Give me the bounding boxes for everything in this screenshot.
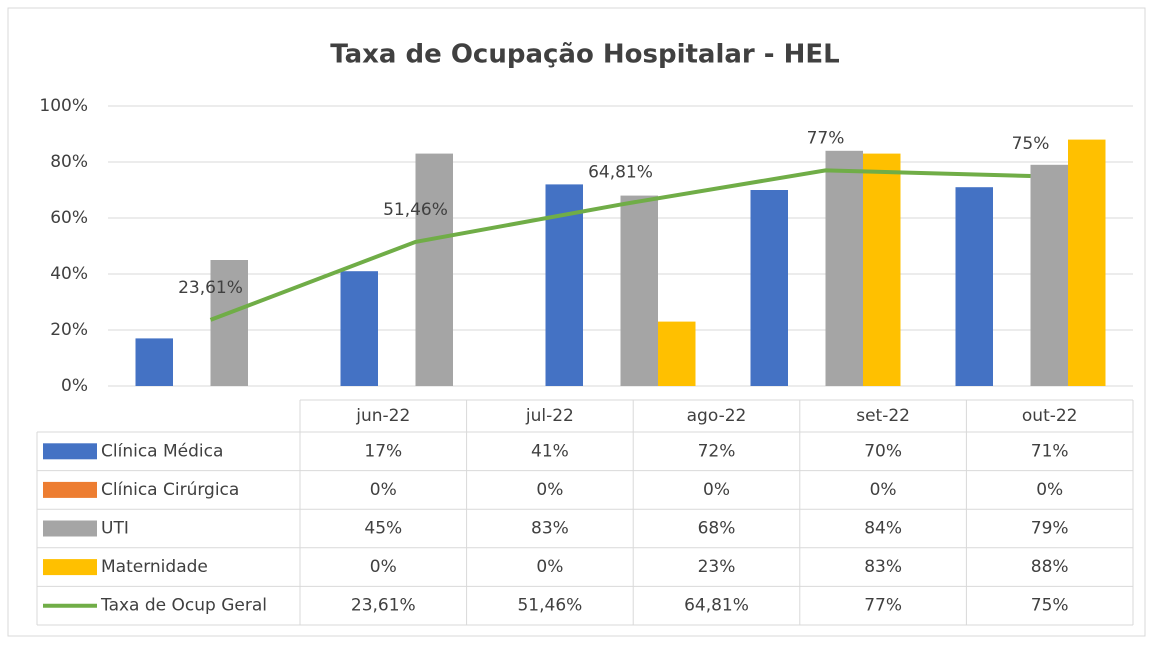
table-cell: 88%	[1031, 557, 1069, 577]
data-label: 23,61%	[178, 278, 243, 298]
table-cell: 84%	[864, 519, 902, 539]
table-cell: 0%	[703, 480, 730, 500]
y-tick-label: 20%	[50, 320, 88, 340]
y-tick-label: 80%	[50, 152, 88, 172]
bar	[135, 338, 173, 386]
bar	[415, 153, 453, 386]
table-cell: 0%	[370, 557, 397, 577]
table-cell: 17%	[364, 441, 402, 461]
table-cell: 41%	[531, 441, 569, 461]
table-cell: 0%	[536, 557, 563, 577]
y-tick-label: 0%	[61, 376, 88, 396]
table-cell: 83%	[864, 557, 902, 577]
table-cell: 23%	[698, 557, 736, 577]
line	[209, 168, 1031, 322]
legend-swatch	[43, 520, 97, 537]
bar	[750, 190, 788, 386]
bar	[863, 153, 901, 386]
table-cell: 71%	[1031, 441, 1069, 461]
x-tick-label: jul-22	[525, 406, 574, 426]
x-tick-label: out-22	[1022, 406, 1078, 426]
legend-label: Clínica Cirúrgica	[101, 480, 239, 500]
table-cell: 79%	[1031, 519, 1069, 539]
data-label: 51,46%	[383, 200, 448, 220]
table-cell: 72%	[698, 441, 736, 461]
table-cell: 77%	[864, 596, 902, 616]
table-cell: 45%	[364, 519, 402, 539]
legend-label: Taxa de Ocup Geral	[100, 596, 267, 616]
table-cell: 64,81%	[684, 596, 749, 616]
y-tick-label: 100%	[39, 96, 88, 116]
legend-label: UTI	[101, 519, 129, 539]
legend-label: Clínica Médica	[101, 441, 223, 461]
table-cell: 0%	[870, 480, 897, 500]
legend-swatch	[43, 481, 97, 498]
table-cell: 51,46%	[517, 596, 582, 616]
y-tick-label: 60%	[50, 208, 88, 228]
table-cell: 0%	[536, 480, 563, 500]
table-cell: 75%	[1031, 596, 1069, 616]
bar	[1068, 139, 1106, 386]
x-tick-label: ago-22	[687, 406, 747, 426]
bar	[210, 260, 248, 386]
table-cell: 68%	[698, 519, 736, 539]
bar	[658, 321, 696, 386]
x-tick-label: set-22	[856, 406, 910, 426]
bar	[825, 150, 863, 386]
legend-label: Maternidade	[101, 557, 208, 577]
bar	[1030, 164, 1068, 386]
bar	[340, 271, 378, 386]
data-label: 77%	[807, 128, 845, 148]
table-cell: 0%	[370, 480, 397, 500]
table-cell: 70%	[864, 441, 902, 461]
bar	[955, 187, 993, 386]
x-tick-label: jun-22	[355, 406, 410, 426]
legend-swatch	[43, 559, 97, 576]
y-tick-label: 40%	[50, 264, 88, 284]
table-cell: 83%	[531, 519, 569, 539]
table-cell: 0%	[1036, 480, 1063, 500]
data-label: 75%	[1012, 134, 1050, 154]
legend-swatch	[43, 443, 97, 460]
chart-title: Taxa de Ocupação Hospitalar - HEL	[330, 40, 840, 70]
data-label: 64,81%	[588, 163, 653, 183]
table-cell: 23,61%	[351, 596, 416, 616]
bar	[620, 195, 658, 386]
